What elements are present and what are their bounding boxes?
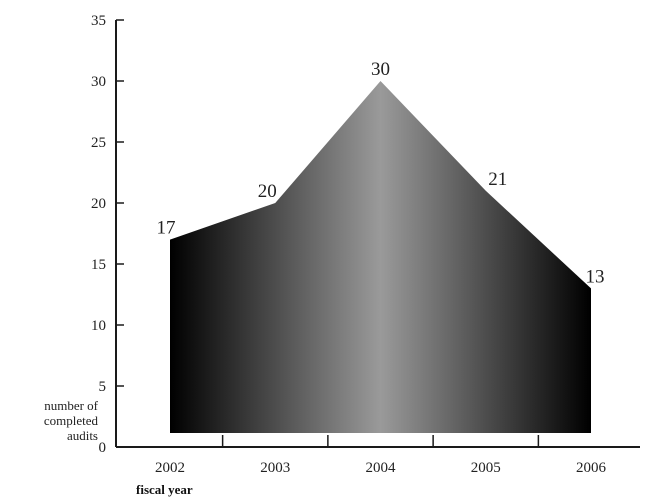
y-tick-label: 35 bbox=[91, 13, 106, 29]
y-tick-label: 0 bbox=[99, 440, 107, 456]
y-axis-title-line-3: audits bbox=[67, 428, 98, 443]
data-label-2004: 30 bbox=[371, 59, 390, 80]
data-label-2006: 13 bbox=[586, 266, 605, 287]
x-tick-label: 2005 bbox=[471, 460, 501, 476]
x-tick-label: 2002 bbox=[155, 460, 185, 476]
data-label-2002: 17 bbox=[157, 218, 176, 239]
y-axis-ticks: 0 5 10 15 20 25 30 35 bbox=[91, 13, 124, 456]
x-tick-label: 2004 bbox=[366, 460, 397, 476]
y-axis-title-line-2: completed bbox=[44, 413, 99, 428]
y-tick-label: 10 bbox=[91, 318, 106, 334]
data-label-2005: 21 bbox=[488, 169, 507, 190]
y-tick-label: 5 bbox=[99, 379, 107, 395]
y-tick-label: 20 bbox=[91, 196, 106, 212]
x-axis-ticks: 2002 2003 2004 2005 2006 bbox=[155, 435, 607, 476]
y-axis-title-line-1: number of bbox=[44, 398, 98, 413]
x-axis-title: fiscal year bbox=[136, 482, 193, 497]
data-labels: 17 20 30 21 13 bbox=[157, 59, 605, 287]
area-fill bbox=[170, 81, 591, 433]
data-label-2003: 20 bbox=[258, 181, 277, 202]
y-tick-label: 30 bbox=[91, 74, 106, 90]
y-tick-label: 25 bbox=[91, 135, 106, 151]
x-tick-label: 2003 bbox=[260, 460, 290, 476]
y-tick-label: 15 bbox=[91, 257, 106, 273]
x-tick-label: 2006 bbox=[576, 460, 607, 476]
